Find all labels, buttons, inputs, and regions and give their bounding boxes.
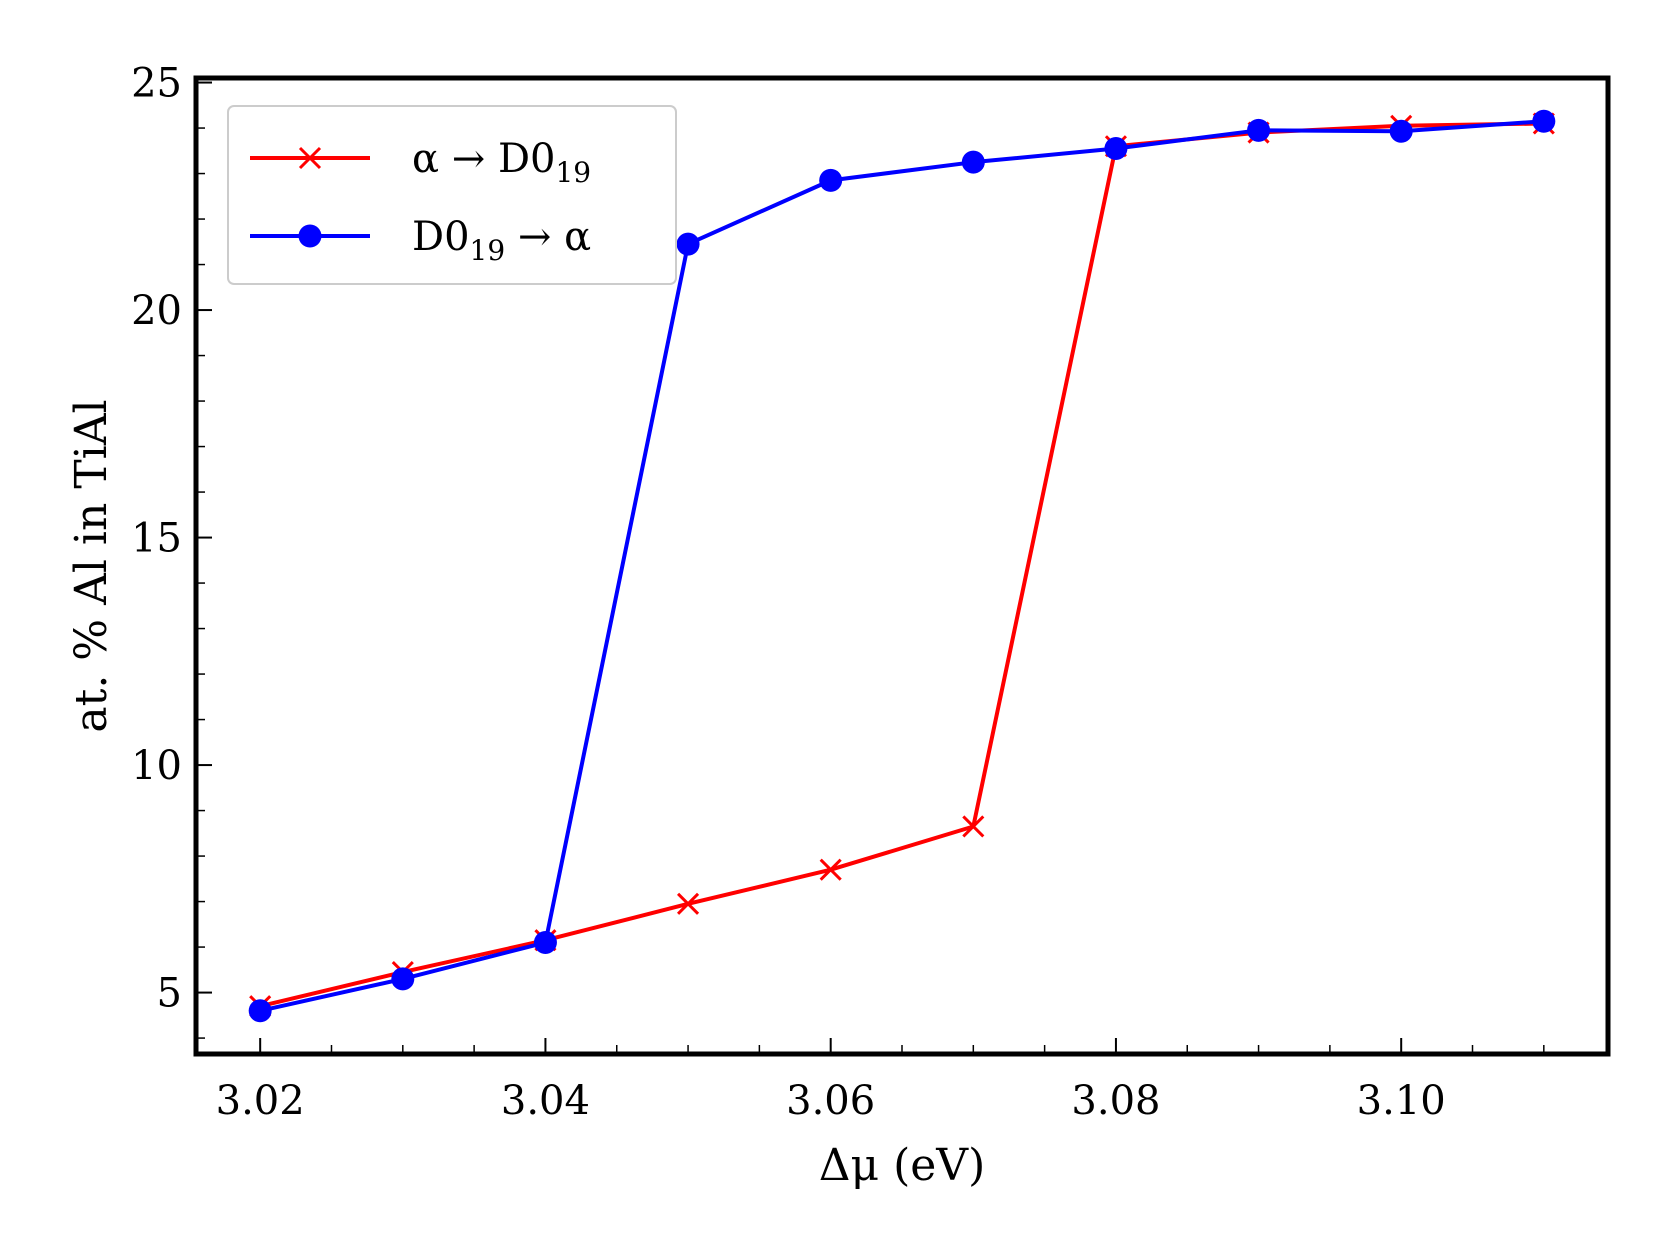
data-point-circle (1532, 109, 1556, 133)
x-tick-label: 3.02 (216, 1078, 305, 1124)
x-axis-label: Δμ (eV) (819, 1140, 986, 1191)
data-point-circle (533, 931, 557, 955)
data-point-circle (298, 224, 322, 248)
data-point-circle (1247, 118, 1271, 142)
series-line (259, 119, 1544, 1013)
data-point-circle (248, 999, 272, 1023)
legend-label: α → D019 (412, 136, 591, 189)
data-point-circle (819, 168, 843, 192)
data-point-circle (391, 967, 415, 991)
data-point-x (677, 892, 700, 915)
data-point-circle (676, 232, 700, 256)
data-point-circle (961, 150, 985, 174)
legend-box (227, 105, 677, 285)
legend: α → D019 D019 → α (227, 105, 677, 285)
tick-labels: 3.02 3.04 3.06 3.08 3.10 5 10 15 20 25 (131, 61, 1446, 1124)
legend-label: D019 → α (412, 214, 591, 267)
x-tick-label: 3.04 (501, 1078, 590, 1124)
x-tick-label: 3.06 (786, 1078, 875, 1124)
x-tick-label: 3.10 (1357, 1078, 1446, 1124)
y-tick-label: 15 (131, 516, 182, 562)
y-tick-label: 20 (131, 288, 182, 334)
plot-frame (193, 75, 1611, 1057)
y-tick-label: 5 (157, 971, 182, 1017)
data-point-circle (1389, 119, 1413, 143)
y-tick-label: 10 (131, 743, 182, 789)
data-point-x (298, 146, 322, 170)
data-point-circle (1104, 137, 1128, 161)
series-layer (248, 109, 1556, 1023)
data-point-x (962, 815, 985, 838)
y-tick-label: 25 (131, 61, 182, 107)
x-tick-label: 3.08 (1071, 1078, 1160, 1124)
data-point-x (819, 858, 842, 881)
series-d019-to-alpha (248, 109, 1556, 1023)
y-axis-label: at. % Al in TiAl (66, 399, 117, 732)
